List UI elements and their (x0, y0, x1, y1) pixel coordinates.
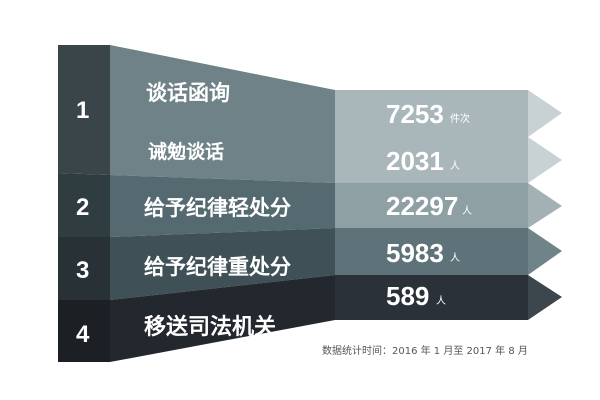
value-box-1a (335, 90, 528, 137)
index-band-3 (58, 237, 110, 300)
unit-1a: 件次 (450, 112, 470, 125)
value-1b: 2031 (386, 146, 444, 176)
index-2: 2 (76, 194, 89, 221)
value-3: 5983 (386, 238, 444, 268)
index-band-1 (58, 45, 110, 175)
label-admonish-talk: 诫勉谈话 (148, 140, 224, 163)
unit-4: 人 (436, 295, 446, 307)
unit-3: 人 (450, 252, 460, 264)
unit-2: 人 (462, 205, 472, 217)
value-box-1b (335, 137, 528, 183)
value-2: 22297 (386, 191, 458, 221)
label-band-2 (110, 175, 335, 237)
value-box-3 (335, 228, 528, 275)
value-box-2 (335, 183, 528, 228)
index-1: 1 (76, 97, 89, 124)
index-band-4 (58, 300, 110, 362)
label-band-3 (110, 228, 335, 300)
label-band-4 (110, 275, 335, 362)
index-3: 3 (76, 257, 89, 284)
value-1a: 7253 (386, 99, 444, 129)
value-box-4 (335, 275, 528, 320)
index-4: 4 (76, 321, 90, 348)
index-band-2 (58, 173, 110, 237)
unit-1b: 人 (450, 160, 460, 172)
label-light-discipline: 给予纪律轻处分 (144, 196, 291, 220)
label-judicial-transfer: 移送司法机关 (144, 314, 276, 340)
label-talk-inquiry: 谈话函询 (146, 81, 230, 105)
data-period-note: 数据统计时间：2016 年 1 月至 2017 年 8 月 (322, 344, 528, 357)
label-band-1 (110, 45, 335, 183)
label-heavy-discipline: 给予纪律重处分 (144, 255, 291, 279)
value-4: 589 (386, 281, 429, 311)
